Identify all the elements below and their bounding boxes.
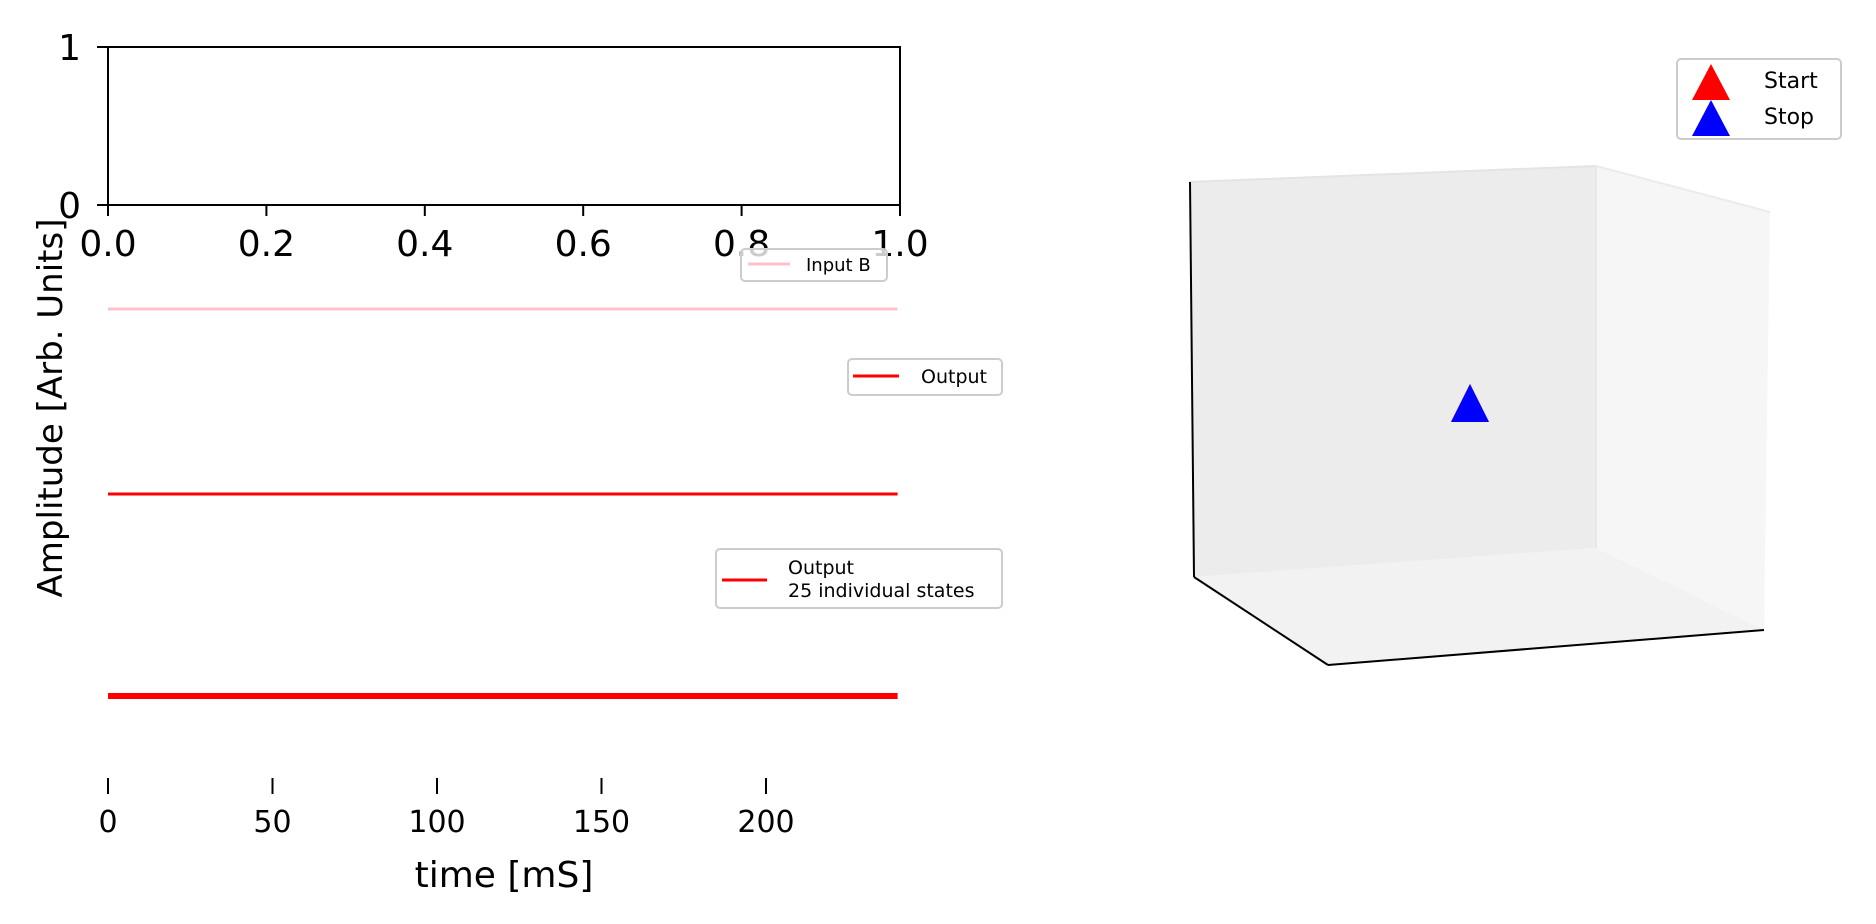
start-legend-label: Start [1764, 69, 1818, 94]
3d-pane-edge-side [1595, 165, 1771, 213]
bottom-x-ticks: 0 50 100 150 200 [98, 778, 795, 840]
output-legend-label: Output [921, 366, 987, 388]
output-states-legend: Output 25 individual states [715, 548, 1003, 609]
output-legend-frame [847, 358, 1003, 396]
input-b-legend-label: Input B [806, 255, 871, 276]
bottom-x-tick-label: 0 [98, 805, 117, 840]
output-states-legend-frame [715, 548, 1003, 609]
3d-back-pane [1190, 166, 1596, 577]
bottom-x-tick-label: 200 [737, 805, 794, 840]
top-x-tick-label: 0.6 [555, 224, 612, 265]
stop-marker [1451, 384, 1489, 422]
bottom-x-tick-label: 50 [253, 805, 291, 840]
start-legend-marker [1692, 64, 1730, 100]
y-axis-label: Amplitude [Arb. Units] [31, 219, 71, 598]
top-x-tick-label: 0.0 [79, 224, 136, 265]
top-y-ticks: 01 [58, 28, 108, 227]
3d-pane-edge-top [1189, 165, 1597, 183]
stop-legend-label: Stop [1764, 105, 1814, 130]
output-panel: Output [108, 358, 1003, 496]
3d-trajectory-panel: Start Stop [1189, 58, 1842, 666]
top-x-tick-label: 0.2 [238, 224, 295, 265]
input-b-panel: Input B [108, 248, 898, 311]
3d-legend: Start Stop [1676, 58, 1842, 140]
stop-legend-marker [1692, 100, 1730, 136]
3d-z-axis-line [1189, 181, 1195, 578]
x-axis-label: time [mS] [415, 855, 594, 896]
top-y-tick-label: 0 [58, 186, 81, 227]
3d-floor-pane [1194, 548, 1764, 665]
3d-x-axis-line [1327, 629, 1765, 666]
3d-y-axis-line [1193, 576, 1329, 666]
input-b-legend-frame [740, 248, 888, 282]
output-legend: Output [847, 358, 1003, 396]
3d-side-pane [1596, 166, 1770, 630]
bottom-x-tick-label: 150 [573, 805, 630, 840]
top-y-tick-label: 1 [58, 28, 81, 69]
output-states-legend-label-line2: 25 individual states [788, 580, 975, 602]
top-axes-frame [107, 46, 901, 206]
input-b-legend: Input B [740, 248, 888, 282]
output-states-panel: Output 25 individual states 0 50 100 150 200… [98, 548, 1003, 896]
top-x-tick-label: 0.4 [396, 224, 453, 265]
output-states-legend-label-line1: Output [788, 557, 854, 579]
bottom-x-tick-label: 100 [408, 805, 465, 840]
